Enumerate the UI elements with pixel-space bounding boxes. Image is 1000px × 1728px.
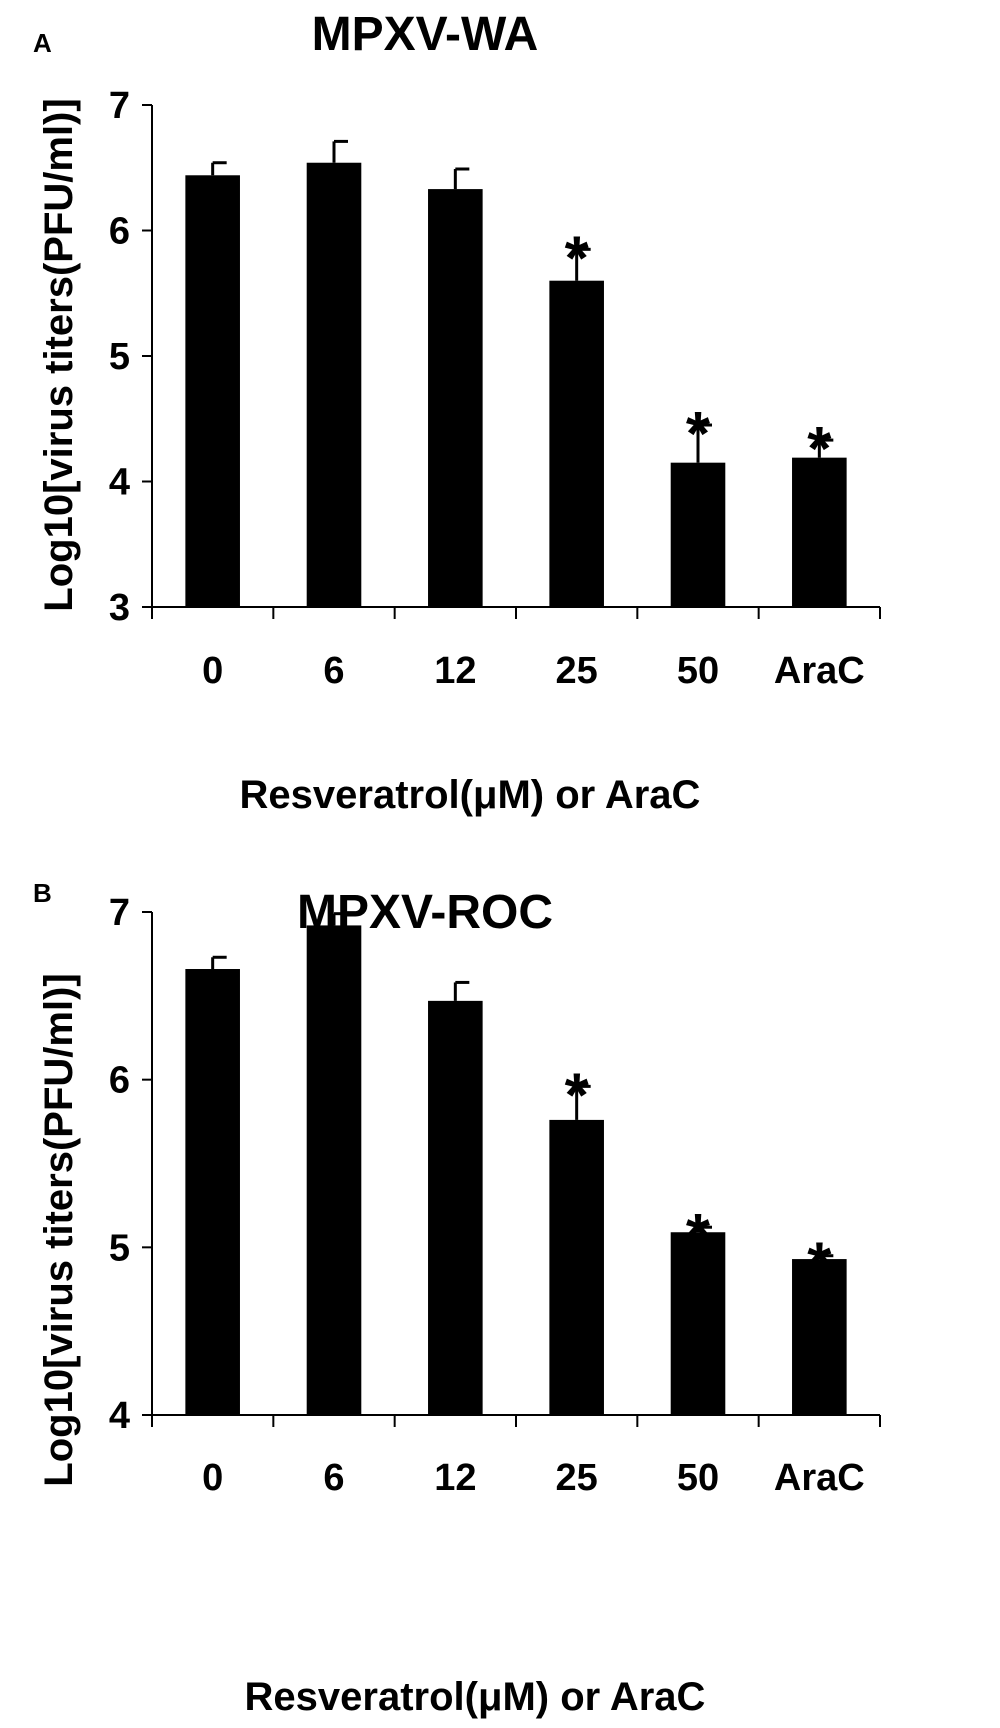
panel-b-significance-marker: * [565, 1061, 590, 1130]
panel-a-x-tick-label: AraC [774, 650, 865, 692]
panel-a-x-tick-label: 0 [202, 650, 223, 692]
panel-b-significance-marker: * [686, 1202, 711, 1271]
panel-a-y-tick-label: 3 [109, 587, 130, 629]
panel-b-y-tick-label: 5 [109, 1227, 130, 1269]
panel-b: B MPXV-ROC Log10[virus titers(PFU/ml)] R… [33, 878, 881, 1719]
panel-b-x-axis-label: Resveratrol(μM) or AraC [245, 1675, 706, 1719]
panel-a-significance-marker: * [565, 224, 590, 293]
panel-b-x-tick-label: AraC [774, 1457, 865, 1499]
panel-a-x-tick-label: 6 [323, 650, 344, 692]
panel-b-bar [306, 925, 362, 1415]
panel-a-significance-marker: * [686, 400, 711, 469]
panel-b-significance-marker: * [807, 1231, 832, 1300]
panel-a-title: MPXV-WA [312, 8, 539, 61]
panel-b-x-tick-label: 6 [323, 1457, 344, 1499]
panel-a-bar [185, 175, 240, 607]
panel-b-y-tick-label: 7 [109, 892, 130, 934]
panel-a-y-tick-label: 6 [109, 211, 130, 253]
panel-a-bar [792, 457, 847, 607]
panel-b-bar [549, 1119, 604, 1415]
panel-b-bar [428, 1000, 483, 1415]
panel-b-bar [792, 1259, 847, 1415]
panel-a-bar [306, 162, 362, 608]
panel-b-y-tick-label: 4 [109, 1395, 130, 1437]
panel-b-y-axis-label: Log10[virus titers(PFU/ml)] [37, 973, 81, 1486]
panel-a-significance-marker: * [807, 415, 832, 484]
panel-a-y-tick-label: 5 [109, 336, 130, 378]
panel-a-x-tick-label: 50 [677, 650, 719, 692]
panel-a-bar [670, 462, 726, 607]
panel-a-x-axis-label: Resveratrol(μM) or AraC [240, 773, 701, 817]
panel-a-y-tick-label: 7 [109, 85, 130, 127]
panel-b-bar [670, 1232, 726, 1415]
panel-b-x-tick-label: 0 [202, 1457, 223, 1499]
panel-a-x-tick-label: 25 [556, 650, 598, 692]
panel-a: A MPXV-WA Log10[virus titers(PFU/ml)] Re… [33, 8, 881, 817]
panel-a-bar [549, 280, 604, 607]
panel-b-y-tick-label: 6 [109, 1060, 130, 1102]
panel-a-y-axis-label: Log10[virus titers(PFU/ml)] [37, 98, 81, 611]
panel-a-bar [428, 189, 483, 607]
panel-b-x-tick-label: 25 [556, 1457, 598, 1499]
panel-b-x-tick-label: 12 [434, 1457, 476, 1499]
panel-b-x-tick-label: 50 [677, 1457, 719, 1499]
panel-b-bar [185, 969, 240, 1415]
panel-a-label: A [33, 28, 52, 58]
panel-b-label: B [33, 878, 52, 908]
panel-a-x-tick-label: 12 [434, 650, 476, 692]
panel-a-y-tick-label: 4 [109, 462, 130, 504]
